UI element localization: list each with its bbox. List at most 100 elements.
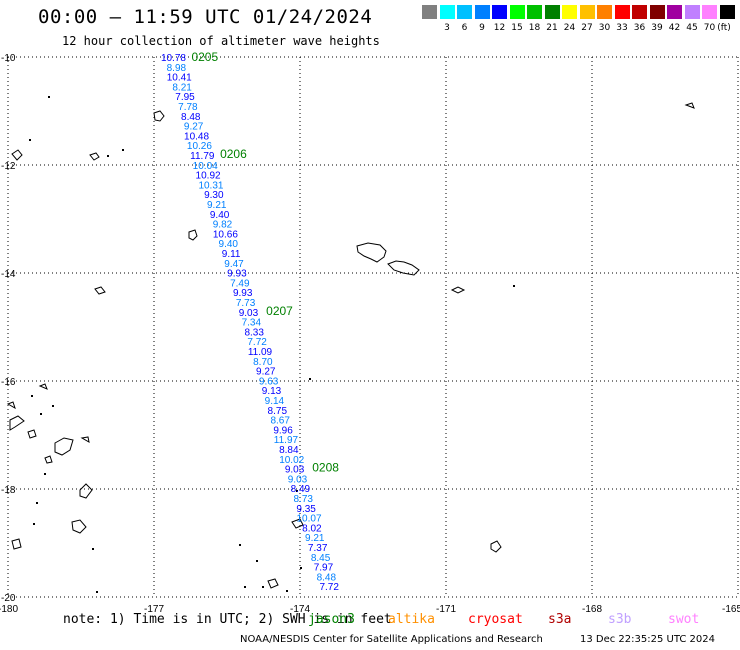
- island-outline: [684, 102, 695, 109]
- wave-height-value: 9.35: [296, 504, 316, 515]
- graticule: [7, 56, 739, 598]
- legend-swatch: [527, 5, 542, 19]
- legend-swatch: [579, 5, 595, 19]
- color-legend: 3 6 9 12 15 18 21 24 27 30 33 36 39 42 45 70 (ft): [422, 5, 740, 41]
- wave-height-value: 7.72: [319, 582, 339, 593]
- island-outline: [450, 286, 466, 294]
- wave-height-value: 9.40: [219, 239, 239, 250]
- legend-swatch: [474, 5, 490, 19]
- wave-height-value: 11.09: [248, 347, 273, 358]
- island-outline: [44, 455, 53, 464]
- wave-height-value: 9.93: [233, 288, 253, 299]
- island-outline: [267, 578, 279, 589]
- wave-height-value: 7.49: [230, 278, 250, 289]
- islet: [44, 473, 46, 475]
- wave-height-value: 9.21: [305, 533, 325, 544]
- footer-credit: NOAA/NESDIS Center for Satellite Applica…: [240, 634, 543, 645]
- wave-height-value: 9.40: [210, 210, 230, 221]
- island-outline: [291, 518, 304, 529]
- legend-swatch: [562, 5, 577, 19]
- legend-unit: (ft): [717, 23, 731, 33]
- wave-height-value: 10.04: [193, 161, 218, 172]
- legend-label: 27: [581, 23, 593, 33]
- legend-label: 18: [528, 23, 541, 33]
- satellite-name: s3a: [548, 612, 572, 627]
- wave-height-value: 10.66: [213, 229, 238, 240]
- legend-swatch: [544, 5, 560, 19]
- legend-swatch: [439, 5, 455, 19]
- wave-height-value: 10.41: [167, 73, 192, 84]
- wave-height-value: 11.97: [274, 435, 299, 446]
- islet: [256, 560, 258, 562]
- wave-height-value: 7.95: [175, 92, 195, 103]
- islet: [262, 586, 264, 588]
- wave-height-value: 9.03: [288, 474, 308, 485]
- island-outline: [153, 110, 165, 122]
- longitude-label: -168: [582, 604, 602, 615]
- legend-label: 3: [444, 23, 450, 33]
- latitude-label: -18: [1, 485, 16, 496]
- legend-swatch: [719, 5, 735, 19]
- wave-height-value: 10.31: [198, 180, 223, 191]
- legend-label: 21: [546, 23, 558, 33]
- longitude-label: -177: [144, 604, 164, 615]
- latitude-label: -10: [1, 53, 16, 64]
- island-outline: [89, 152, 100, 161]
- wave-height-value: 9.13: [262, 386, 282, 397]
- map-subtitle: 12 hour collection of altimeter wave hei…: [62, 34, 380, 48]
- legend-label: 45: [686, 23, 698, 33]
- wave-height-value: 9.21: [207, 200, 227, 211]
- islet: [107, 155, 109, 157]
- legend-label: 30: [598, 23, 611, 33]
- island-outline: [11, 149, 23, 161]
- legend-label: 70: [703, 23, 716, 33]
- legend-label: 42: [668, 23, 681, 33]
- wave-height-value: 8.02: [302, 523, 322, 534]
- legend-swatch: [492, 5, 507, 19]
- axis-labels: -180 -177 -174 -171 -168 -165 -10 -12 -14 -16 -18 -…: [0, 53, 740, 615]
- time-labels: 0205 0206 0207 0208: [191, 50, 339, 474]
- wave-height-value: 7.73: [236, 298, 256, 309]
- wave-height-value: 10.07: [296, 514, 321, 525]
- wave-height-value: 9.96: [273, 425, 293, 436]
- island-outline: [38, 383, 48, 390]
- island-outline: [356, 242, 387, 263]
- wave-height-value: 9.82: [213, 220, 233, 231]
- island-outline: [6, 401, 16, 410]
- latitude-label: -12: [1, 161, 16, 172]
- islet: [239, 544, 241, 546]
- wave-height-value: 8.98: [167, 63, 187, 74]
- legend-swatch: [632, 5, 647, 19]
- island-outline: [188, 229, 198, 241]
- wave-height-value: 7.34: [242, 318, 262, 329]
- wave-height-value: 9.30: [204, 190, 224, 201]
- islet: [300, 567, 302, 569]
- map-title: 00:00 – 11:59 UTC 01/24/2024: [38, 6, 373, 28]
- legend-swatch: [649, 5, 665, 19]
- wave-height-value: 9.03: [239, 308, 259, 319]
- wave-height-value: 7.97: [314, 563, 334, 574]
- wave-height-value: 8.73: [294, 494, 314, 505]
- longitude-label: -180: [0, 604, 18, 615]
- island-outline: [94, 286, 106, 295]
- islet: [286, 590, 288, 592]
- wave-height-value: 10.92: [196, 171, 221, 182]
- island-outline: [27, 429, 37, 439]
- wave-height-value: 9.47: [224, 259, 244, 270]
- island-outline: [11, 538, 22, 550]
- islet: [244, 586, 246, 588]
- wave-height-value: 8.84: [279, 445, 299, 456]
- legend-swatch: [597, 5, 612, 19]
- time-stamp-label: 0205: [191, 50, 218, 64]
- latitude-label: -16: [1, 377, 16, 388]
- wave-height-value: 9.27: [184, 122, 204, 133]
- legend-swatch: [684, 5, 700, 19]
- legend-label: 6: [461, 23, 468, 33]
- legend-swatch: [702, 5, 717, 19]
- island-outline: [54, 437, 74, 456]
- island-outline: [9, 415, 25, 431]
- altimeter-track: 10.788.9810.418.217.957.788.489.2710.481…: [161, 53, 339, 593]
- footer-timestamp: 13 Dec 22:35:25 UTC 2024: [580, 634, 715, 645]
- longitude-label: -165: [722, 604, 740, 615]
- island-outline: [80, 436, 90, 443]
